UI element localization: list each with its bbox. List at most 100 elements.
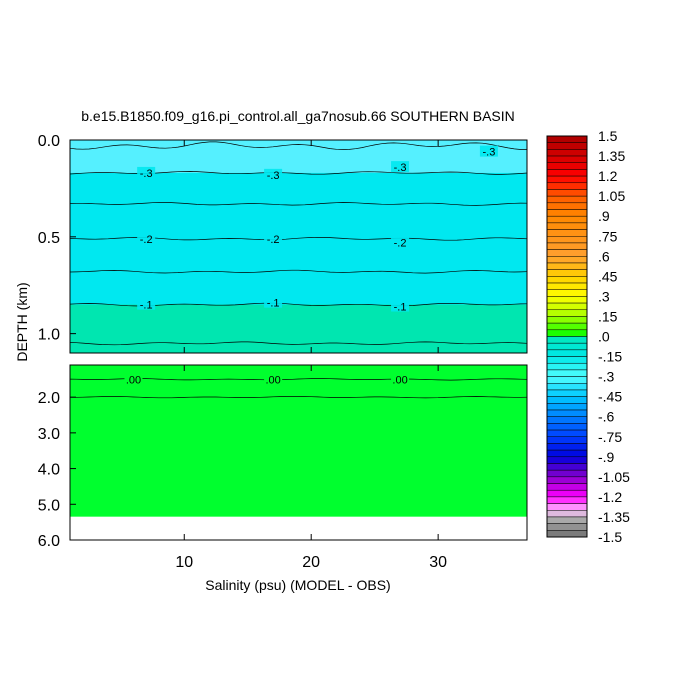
colorbar-bin <box>546 276 588 284</box>
colorbar-label: -.9 <box>598 449 615 465</box>
colorbar-bin <box>546 483 588 491</box>
colorbar-label: .6 <box>598 248 610 264</box>
colorbar-bin <box>546 236 588 244</box>
contour-line <box>69 378 528 381</box>
colorbar-label: -.6 <box>598 409 615 425</box>
contour-label-bg <box>264 373 283 385</box>
y-tick-label: 4.0 <box>38 462 60 479</box>
colorbar-bin <box>546 182 588 190</box>
y-tick-label: 0.0 <box>38 133 60 150</box>
colorbar-label: .15 <box>598 308 618 324</box>
colorbar-label: 1.05 <box>598 188 625 204</box>
colorbar-bin <box>546 142 588 150</box>
contour-line <box>69 202 528 206</box>
colorbar-bin <box>546 429 588 438</box>
contour-label-bg <box>137 232 156 244</box>
contour-label: -.3 <box>267 170 280 182</box>
colorbar-label: -1.5 <box>598 529 622 545</box>
colorbar-bin <box>546 149 588 157</box>
colorbar-bin <box>546 456 588 464</box>
colorbar-bin <box>546 389 588 397</box>
contour-line <box>70 395 528 399</box>
colorbar-bin <box>546 396 588 404</box>
contour-label-bg <box>124 373 143 385</box>
colorbar-bin <box>546 476 588 484</box>
y-tick-label: 5.0 <box>38 497 60 514</box>
x-tick-label: 10 <box>175 554 193 571</box>
colorbar-label: -.15 <box>598 349 622 365</box>
colorbar-bin <box>546 322 588 331</box>
contour-label-bg <box>137 166 156 178</box>
colorbar-label: .45 <box>598 268 618 284</box>
colorbar-bin <box>546 282 588 290</box>
y-tick-label: 6.0 <box>38 533 60 550</box>
contour-line <box>69 341 528 346</box>
x-tick-label: 30 <box>429 554 447 571</box>
contour-label: -.1 <box>140 300 153 312</box>
colorbar-bin <box>546 510 588 518</box>
colorbar-label: .9 <box>598 208 610 224</box>
colorbar-bin <box>546 302 588 311</box>
colorbar-bin <box>546 369 588 377</box>
colorbar-label: .0 <box>598 329 610 345</box>
colorbar-bin <box>546 155 588 163</box>
contour-label-bg <box>391 373 410 385</box>
colorbar-bin <box>546 329 588 337</box>
colorbar-bin <box>546 530 588 538</box>
colorbar-bin <box>546 175 588 184</box>
colorbar-bin <box>546 195 588 204</box>
colorbar-bin <box>546 503 588 511</box>
colorbar-bin <box>546 309 588 317</box>
colorbar-label: 1.2 <box>598 168 618 184</box>
contour-line <box>69 269 528 274</box>
colorbar-bin <box>546 409 588 417</box>
colorbar-bin <box>546 249 588 257</box>
x-axis-label: Salinity (psu) (MODEL - OBS) <box>205 577 390 593</box>
colorbar-label: -.3 <box>598 369 615 385</box>
top-panel: -.3 -.3 -.3 -.3 -.2 -.2 -.2 -.1 -.1 -.1 0.0 0.5 1.0 <box>38 133 528 354</box>
contour-label-bg <box>137 298 156 310</box>
x-tick-label: 20 <box>302 554 320 571</box>
colorbar-bin <box>546 436 588 444</box>
contour-label: -.2 <box>140 234 153 246</box>
contour-label: -.1 <box>394 302 407 314</box>
colorbar-label: 1.35 <box>598 148 625 164</box>
contour-label: .00 <box>265 374 280 386</box>
y-tick-label: 1.0 <box>38 327 60 344</box>
contour-label: -.3 <box>482 147 495 159</box>
colorbar-bin <box>546 316 588 324</box>
bottom-fill-missing <box>70 516 527 540</box>
colorbar-bin <box>546 202 588 210</box>
colorbar-bin <box>546 362 588 371</box>
top-panel-frame <box>69 139 528 354</box>
colorbar-bin <box>546 403 588 411</box>
chart-title: b.e15.B1850.f09_g16.pi_control.all_ga7no… <box>81 108 515 124</box>
contour-label-bg <box>264 296 283 308</box>
colorbar-bin <box>546 242 588 250</box>
contour-label-bg <box>391 236 410 248</box>
colorbar-bin <box>546 376 588 384</box>
colorbar-bin <box>546 209 588 217</box>
colorbar-bin <box>546 262 588 270</box>
contour-label: -.2 <box>394 238 407 250</box>
contour-label: .00 <box>392 374 407 386</box>
colorbar-label: .75 <box>598 228 618 244</box>
colorbar-bin <box>546 416 588 424</box>
colorbar-bin <box>546 469 588 478</box>
colorbar-bin <box>546 516 588 524</box>
contour-label-bg <box>264 168 283 180</box>
colorbar-bin <box>546 336 588 344</box>
contour-label: .00 <box>126 374 141 386</box>
colorbar-frame <box>546 135 588 538</box>
colorbar-label: -1.35 <box>598 509 630 525</box>
bottom-fill-deep <box>70 365 527 517</box>
contour-label: -.3 <box>140 168 153 180</box>
colorbar-bin <box>546 383 588 391</box>
bottom-panel-frame <box>69 364 528 541</box>
contour-label: -.2 <box>267 234 280 246</box>
contour-line <box>69 141 527 150</box>
colorbar-bin <box>546 496 588 504</box>
colorbar-bin <box>546 229 588 237</box>
colorbar-bin <box>546 523 588 531</box>
